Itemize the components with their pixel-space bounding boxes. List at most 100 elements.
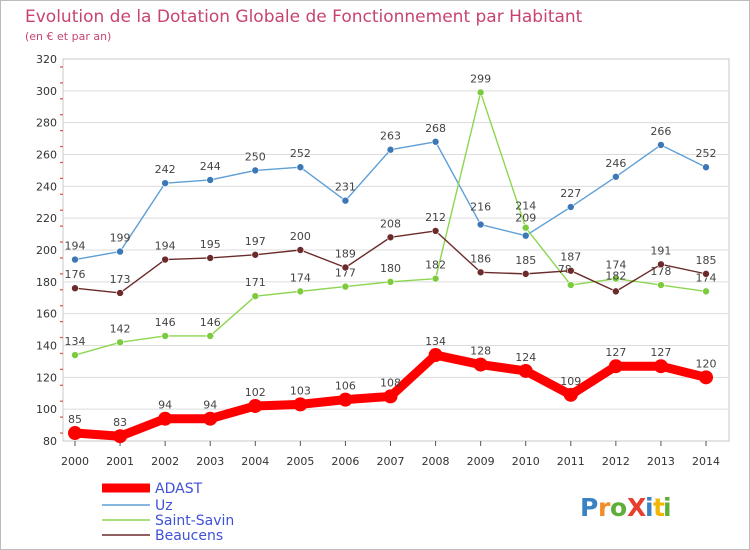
data-label-beaucens: 195 xyxy=(200,238,221,251)
x-tick-label: 2008 xyxy=(422,455,450,468)
legend-label-saint-savin: Saint-Savin xyxy=(155,513,234,529)
data-label-uz: 231 xyxy=(335,181,356,194)
x-tick-label: 2000 xyxy=(61,455,89,468)
data-label-uz: 242 xyxy=(155,163,176,176)
data-label-adast: 120 xyxy=(696,357,717,370)
data-label-saint-savin: 134 xyxy=(65,335,86,348)
data-point-uz xyxy=(386,145,395,154)
data-point-uz xyxy=(296,163,305,172)
y-tick-label: 100 xyxy=(36,403,57,416)
data-label-beaucens: 197 xyxy=(245,235,266,248)
data-label-uz: 227 xyxy=(560,187,581,200)
data-point-uz xyxy=(702,163,710,172)
data-label-adast: 103 xyxy=(290,384,311,397)
data-point-uz xyxy=(116,247,124,256)
data-point-adast xyxy=(653,359,668,374)
data-label-adast: 106 xyxy=(335,380,356,393)
data-point-saint-savin xyxy=(702,287,710,296)
svg-text:P: P xyxy=(580,493,598,522)
legend-label-adast: ADAST xyxy=(155,481,203,497)
svg-text:X: X xyxy=(627,493,646,522)
data-label-adast: 109 xyxy=(560,375,581,388)
data-label-saint-savin: 142 xyxy=(110,322,131,335)
data-label-adast: 94 xyxy=(158,399,172,412)
data-point-uz xyxy=(206,176,215,184)
data-label-adast: 83 xyxy=(113,416,127,429)
legend-label-beaucens: Beaucens xyxy=(155,528,223,544)
data-point-beaucens xyxy=(657,260,665,269)
data-point-saint-savin xyxy=(612,274,620,283)
data-label-beaucens: 185 xyxy=(515,254,536,267)
data-label-uz: 246 xyxy=(605,157,626,170)
data-point-uz xyxy=(341,196,350,205)
data-label-adast: 128 xyxy=(470,345,491,358)
data-label-uz: 266 xyxy=(650,125,671,138)
data-point-uz xyxy=(612,172,620,181)
x-tick-label: 2007 xyxy=(377,455,405,468)
data-point-adast xyxy=(203,411,218,426)
series-uz: 194 199 242 244 250 252 231 263 268 216 209 227 246 2… xyxy=(65,122,717,264)
data-label-adast: 127 xyxy=(650,346,671,359)
data-label-beaucens: 182 xyxy=(605,269,626,282)
data-point-saint-savin xyxy=(251,292,260,300)
data-label-adast: 85 xyxy=(68,413,82,426)
data-point-saint-savin xyxy=(296,287,305,296)
svg-text:r: r xyxy=(598,493,611,522)
data-label-beaucens: 194 xyxy=(155,240,176,253)
data-label-saint-savin: 180 xyxy=(380,262,401,275)
x-tick-label: 2001 xyxy=(106,455,134,468)
data-point-beaucens xyxy=(702,270,710,278)
data-label-adast: 94 xyxy=(203,399,217,412)
svg-text:o: o xyxy=(610,493,627,522)
y-tick-label: 240 xyxy=(36,180,57,193)
data-point-beaucens xyxy=(612,287,620,296)
data-point-adast xyxy=(248,398,263,413)
svg-text:t: t xyxy=(653,493,665,522)
data-point-beaucens xyxy=(341,263,350,272)
y-tick-label: 80 xyxy=(43,435,57,448)
data-point-adast xyxy=(608,359,623,374)
data-point-adast xyxy=(428,348,443,363)
data-label-adast: 127 xyxy=(605,346,626,359)
y-tick-label: 220 xyxy=(36,212,57,225)
data-label-beaucens: 208 xyxy=(380,217,401,230)
series-layer: 194 199 242 244 250 252 231 263 268 216 209 227 246 2… xyxy=(65,72,717,444)
data-label-uz: 209 xyxy=(515,212,536,225)
data-point-adast xyxy=(68,426,82,441)
data-point-adast xyxy=(158,411,173,426)
data-point-saint-savin xyxy=(431,274,440,283)
data-point-uz xyxy=(71,255,79,264)
data-label-beaucens: 200 xyxy=(290,230,311,243)
y-tick-label: 180 xyxy=(36,276,57,289)
x-tick-label: 2013 xyxy=(647,455,675,468)
x-tick-label: 2003 xyxy=(196,455,224,468)
svg-text:i: i xyxy=(645,493,654,522)
data-point-uz xyxy=(476,220,485,229)
data-point-saint-savin xyxy=(476,88,485,97)
data-label-adast: 108 xyxy=(380,376,401,389)
data-label-adast: 124 xyxy=(515,351,536,364)
data-label-uz: 268 xyxy=(425,122,446,135)
x-tick-label: 2009 xyxy=(467,455,495,468)
y-tick-label: 140 xyxy=(36,340,57,353)
data-point-beaucens xyxy=(116,289,124,297)
data-point-saint-savin xyxy=(521,223,530,232)
chart-subtitle: (en € et par an) xyxy=(25,30,111,43)
data-point-beaucens xyxy=(71,284,79,293)
data-point-beaucens xyxy=(431,227,440,235)
data-label-beaucens: 176 xyxy=(65,268,86,281)
x-tick-label: 2005 xyxy=(286,455,314,468)
data-label-saint-savin: 146 xyxy=(200,316,221,329)
data-point-beaucens xyxy=(521,270,530,278)
data-label-uz: 216 xyxy=(470,201,491,214)
x-axis-ticks: 2000 2001 2002 2003 2004 2005 2006 2007 2008 2009… xyxy=(61,441,720,468)
data-label-beaucens: 212 xyxy=(425,211,446,224)
data-point-uz xyxy=(431,137,440,146)
data-point-uz xyxy=(657,141,665,149)
data-label-beaucens: 189 xyxy=(335,248,356,261)
data-label-beaucens: 187 xyxy=(560,251,581,264)
y-tick-label: 160 xyxy=(36,308,57,321)
